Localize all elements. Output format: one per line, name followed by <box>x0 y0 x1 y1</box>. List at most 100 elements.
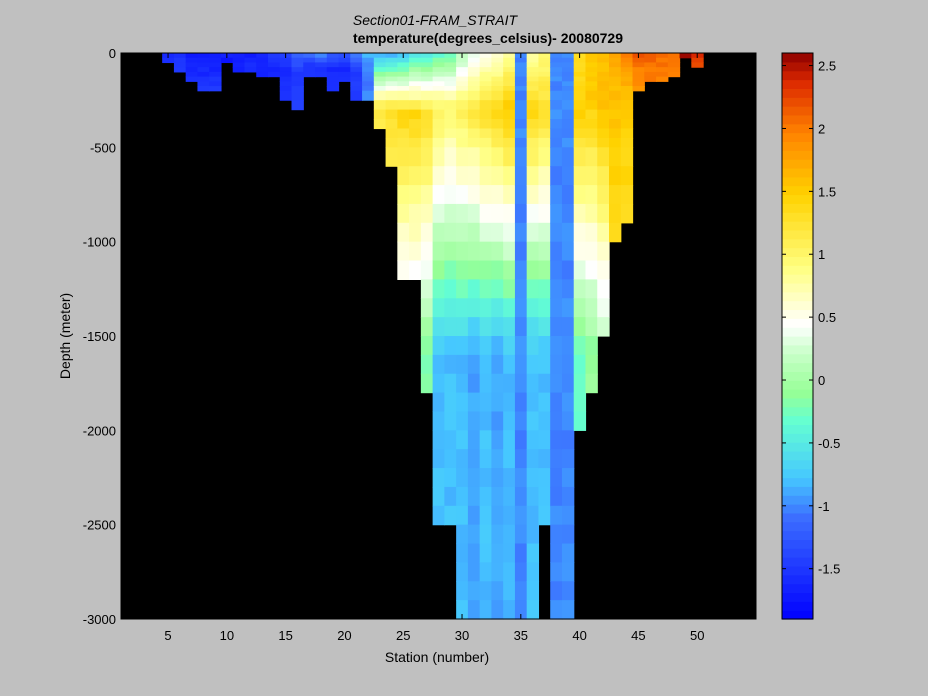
heatmap-cell <box>479 109 493 120</box>
heatmap-cell <box>467 430 481 450</box>
heatmap-cell <box>514 90 528 101</box>
heatmap-cell <box>526 53 540 59</box>
heatmap-cell <box>362 90 375 101</box>
heatmap-cell <box>620 90 634 101</box>
heatmap-cell <box>514 81 528 87</box>
heatmap-cell <box>350 67 363 73</box>
heatmap-cell <box>526 119 540 130</box>
heatmap-cell <box>550 336 563 356</box>
heatmap-cell <box>573 185 587 205</box>
heatmap-cell <box>609 62 622 68</box>
heatmap-cell <box>573 336 587 356</box>
heatmap-cell <box>467 468 481 488</box>
heatmap-cell <box>444 128 457 139</box>
heatmap-cell <box>609 57 622 64</box>
heatmap-cell <box>456 317 469 337</box>
x-tick-label: 40 <box>572 628 586 643</box>
colorbar-segment <box>782 565 813 576</box>
heatmap-cell <box>656 67 669 73</box>
heatmap-cell <box>409 128 422 139</box>
heatmap-cell <box>362 86 375 92</box>
heatmap-cell <box>350 90 363 101</box>
heatmap-cell <box>620 100 634 111</box>
heatmap-cell <box>467 449 481 469</box>
x-tick-label: 30 <box>455 628 469 643</box>
heatmap-cell <box>491 76 504 82</box>
heatmap-cell <box>491 81 504 87</box>
heatmap-cell <box>432 86 445 92</box>
heatmap-cell <box>573 241 587 262</box>
heatmap-cell <box>456 71 469 78</box>
heatmap-cell <box>303 57 316 64</box>
heatmap-cell <box>503 241 516 262</box>
heatmap-cell <box>526 279 540 299</box>
heatmap-cell <box>514 411 528 431</box>
y-tick-label: -1000 <box>83 235 116 250</box>
heatmap-cell <box>420 317 434 337</box>
heatmap-cell <box>620 119 634 130</box>
heatmap-cell <box>479 90 493 101</box>
heatmap-cell <box>467 373 481 394</box>
heatmap-cell <box>550 279 563 299</box>
heatmap-cell <box>479 486 493 507</box>
heatmap-cell <box>291 90 304 101</box>
heatmap-cell <box>503 222 516 243</box>
colorbar-segment <box>782 592 813 602</box>
heatmap-cell <box>397 62 410 68</box>
colorbar-segment <box>782 512 813 523</box>
heatmap-cell <box>691 62 704 68</box>
heatmap-cell <box>597 128 610 139</box>
heatmap-cell <box>561 67 575 73</box>
heatmap-cell <box>479 260 493 280</box>
heatmap-cell <box>514 128 528 139</box>
heatmap-cell <box>561 543 575 563</box>
heatmap-cell <box>209 76 222 82</box>
heatmap-cell <box>420 147 434 167</box>
heatmap-cell <box>609 137 622 148</box>
colorbar-segment <box>782 495 813 505</box>
colorbar-segment <box>782 397 813 408</box>
heatmap-cell <box>620 57 634 64</box>
heatmap-cell <box>656 76 669 82</box>
heatmap-cell <box>385 147 398 167</box>
heatmap-cell <box>385 81 398 87</box>
heatmap-cell <box>467 67 481 73</box>
heatmap-cell <box>550 119 563 130</box>
heatmap-cell <box>667 62 681 68</box>
heatmap-cell <box>620 71 634 78</box>
heatmap-cell <box>467 298 481 318</box>
heatmap-cell <box>432 203 445 224</box>
heatmap-cell <box>550 67 563 73</box>
heatmap-cell <box>456 373 469 394</box>
heatmap-cell <box>503 128 516 139</box>
heatmap-cell <box>585 203 598 224</box>
heatmap-cell <box>467 222 481 243</box>
heatmap-cell <box>479 119 493 130</box>
x-tick-label: 10 <box>220 628 234 643</box>
heatmap-cell <box>432 128 445 139</box>
heatmap-cell <box>514 57 528 64</box>
heatmap-cell <box>561 203 575 224</box>
heatmap-cell <box>561 373 575 394</box>
heatmap-cell <box>632 81 645 87</box>
heatmap-cell <box>420 260 434 280</box>
heatmap-cell <box>561 222 575 243</box>
heatmap-cell <box>609 71 622 78</box>
heatmap-cell <box>397 166 410 186</box>
heatmap-cell <box>609 185 622 205</box>
heatmap-cell <box>467 336 481 356</box>
heatmap-cell <box>362 57 375 64</box>
heatmap-cell <box>432 354 445 375</box>
heatmap-cell <box>526 524 540 545</box>
heatmap-cell <box>373 53 387 59</box>
heatmap-cell <box>503 505 516 526</box>
heatmap-cell <box>444 100 457 111</box>
heatmap-cell <box>503 600 516 620</box>
heatmap-cell <box>479 147 493 167</box>
colorbar-segment <box>782 247 813 257</box>
heatmap-cell <box>397 260 410 280</box>
heatmap-cell <box>444 185 457 205</box>
heatmap-cell <box>597 81 610 87</box>
heatmap-cell <box>409 71 422 78</box>
heatmap-cell <box>479 71 493 78</box>
